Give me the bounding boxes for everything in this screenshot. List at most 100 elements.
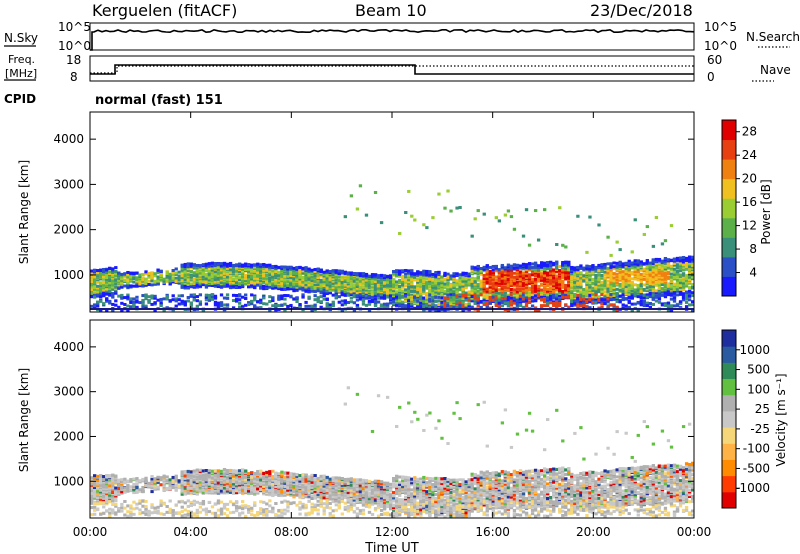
heatmap-cell [292, 271, 296, 275]
heatmap-cell [189, 272, 193, 276]
heatmap-cell [539, 267, 544, 271]
heatmap-cell [129, 271, 133, 275]
heatmap-cell [102, 302, 106, 306]
heatmap-cell [126, 270, 130, 274]
heatmap-cell [431, 293, 435, 297]
heatmap-cell [494, 291, 498, 295]
heatmap-cell [627, 273, 631, 277]
freq-tick-top: 18 [66, 53, 81, 67]
heatmap-cell [283, 281, 287, 285]
heatmap-cell [280, 269, 284, 273]
heatmap-cell [395, 290, 399, 294]
heatmap-cell [449, 298, 453, 302]
heatmap-cell [564, 262, 568, 266]
heatmap-cell [518, 272, 523, 276]
heatmap-cell [108, 275, 112, 279]
heatmap-cell [567, 262, 571, 266]
heatmap-cell [198, 293, 203, 297]
heatmap-cell [503, 301, 508, 305]
heatmap-cell [425, 297, 429, 301]
heatmap-cell [512, 288, 517, 292]
heatmap-cell [319, 295, 323, 299]
heatmap-cell [618, 260, 622, 264]
heatmap-cell [443, 299, 447, 303]
heatmap-cell [458, 282, 462, 286]
heatmap-cell [482, 267, 486, 271]
heatmap-cell [310, 268, 314, 272]
heatmap-cell [606, 270, 610, 274]
heatmap-cell [410, 282, 414, 286]
heatmap-cell [180, 273, 184, 277]
heatmap-cell [237, 276, 242, 280]
heatmap-cell [479, 293, 483, 297]
heatmap-cell [370, 290, 375, 294]
heatmap-cell [244, 274, 248, 278]
heatmap-cell [262, 285, 266, 289]
heatmap-cell [449, 209, 453, 213]
heatmap-cell [552, 295, 556, 299]
heatmap-cell [304, 300, 308, 304]
heatmap-cell [268, 282, 272, 286]
heatmap-cell [93, 268, 97, 272]
heatmap-cell [129, 297, 133, 301]
heatmap-cell [289, 270, 293, 274]
heatmap-cell [216, 305, 221, 309]
heatmap-cell [434, 293, 438, 297]
heatmap-cell [597, 299, 601, 303]
heatmap-cell [452, 283, 456, 287]
heatmap-cell [222, 268, 227, 272]
heatmap-cell [265, 302, 269, 306]
heatmap-cell [319, 286, 323, 290]
heatmap-cell [295, 273, 299, 277]
heatmap-cell [379, 221, 384, 225]
heatmap-cell [549, 267, 553, 271]
heatmap-cell [216, 263, 221, 267]
heatmap-cell [555, 283, 559, 287]
heatmap-cell [485, 281, 489, 285]
heatmap-cell [111, 294, 115, 298]
heatmap-cell [416, 280, 420, 284]
heatmap-cell [126, 283, 130, 287]
heatmap-cell [376, 274, 381, 278]
heatmap-cell [286, 286, 290, 290]
heatmap-cell [570, 287, 574, 291]
heatmap-cell [401, 277, 405, 281]
heatmap-cell [621, 303, 625, 307]
heatmap-cell [376, 300, 381, 304]
heatmap-cell [479, 284, 483, 288]
heatmap-cell [138, 282, 142, 286]
heatmap-cell [231, 293, 236, 297]
heatmap-cell [210, 293, 215, 297]
heatmap-cell [524, 299, 529, 303]
heatmap-cell [241, 283, 245, 287]
heatmap-cell [621, 290, 625, 294]
heatmap-cell [132, 303, 136, 307]
heatmap-cell [428, 270, 432, 274]
heatmap-cell [250, 299, 254, 303]
heatmap-cell [434, 283, 438, 287]
heatmap-cell [204, 279, 209, 283]
heatmap-cell [543, 265, 547, 269]
heatmap-cell [340, 293, 344, 297]
heatmap-cell [138, 275, 142, 279]
heatmap-cell [280, 287, 284, 291]
heatmap-cell [355, 288, 360, 292]
heatmap-cell [289, 303, 293, 307]
heatmap-cell [603, 265, 607, 269]
heatmap-cell [210, 261, 215, 265]
heatmap-cell [144, 272, 148, 276]
heatmap-cell [168, 276, 172, 280]
heatmap-cell [570, 300, 574, 304]
heatmap-cell [237, 305, 242, 309]
heatmap-cell [579, 287, 583, 291]
heatmap-cell [425, 304, 429, 308]
heatmap-cell [555, 296, 559, 300]
heatmap-cell [192, 295, 196, 299]
heatmap-cell [552, 268, 556, 272]
heatmap-cell [283, 297, 287, 301]
heatmap-cell [343, 302, 347, 306]
heatmap-cell [570, 282, 574, 286]
heatmap-cell [422, 286, 426, 290]
heatmap-cell [283, 283, 287, 287]
heatmap-cell [630, 292, 634, 296]
